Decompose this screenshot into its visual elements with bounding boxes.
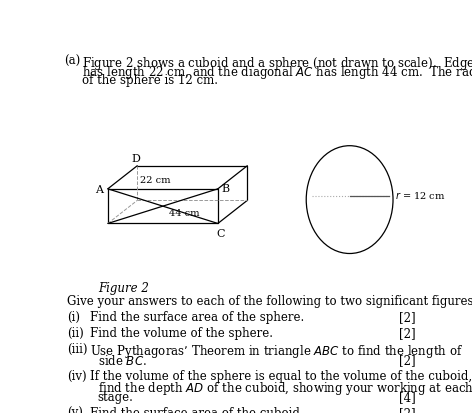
Text: $r$ = 12 cm: $r$ = 12 cm xyxy=(396,189,446,200)
Text: 22 cm: 22 cm xyxy=(140,176,170,185)
Text: If the volume of the sphere is equal to the volume of the cuboid,: If the volume of the sphere is equal to … xyxy=(90,369,472,382)
Text: A: A xyxy=(95,184,103,195)
Text: Use Pythagoras’ Theorem in triangle $ABC$ to find the length of: Use Pythagoras’ Theorem in triangle $ABC… xyxy=(90,342,463,360)
Text: stage.: stage. xyxy=(98,390,134,403)
Text: D: D xyxy=(131,153,140,163)
Text: [2]: [2] xyxy=(399,311,415,323)
Text: side $BC$.: side $BC$. xyxy=(98,353,147,367)
Text: Figure 2 shows a cuboid and a sphere (not drawn to scale).  Edge $AB$: Figure 2 shows a cuboid and a sphere (no… xyxy=(82,55,472,72)
Text: B: B xyxy=(221,184,229,194)
Text: find the depth $AD$ of the cuboid, showing your working at each: find the depth $AD$ of the cuboid, showi… xyxy=(98,380,472,396)
Text: C: C xyxy=(217,228,225,239)
Text: (i): (i) xyxy=(67,311,80,323)
Text: [2]: [2] xyxy=(399,406,415,413)
Text: of the sphere is 12 cm.: of the sphere is 12 cm. xyxy=(82,74,218,86)
Text: (a): (a) xyxy=(64,55,80,68)
Text: (v): (v) xyxy=(67,406,83,413)
Text: 44 cm: 44 cm xyxy=(169,208,200,217)
Text: (ii): (ii) xyxy=(67,327,84,339)
Text: Give your answers to each of the following to two significant figures.: Give your answers to each of the followi… xyxy=(67,294,472,307)
Text: has length 22 cm, and the diagonal $AC$ has length 44 cm.  The radius $r$: has length 22 cm, and the diagonal $AC$ … xyxy=(82,64,472,81)
Text: [2]: [2] xyxy=(399,327,415,339)
Text: (iii): (iii) xyxy=(67,342,87,356)
Text: Find the surface area of the sphere.: Find the surface area of the sphere. xyxy=(90,311,304,323)
Text: (iv): (iv) xyxy=(67,369,86,382)
Text: Figure 2: Figure 2 xyxy=(98,282,149,294)
Text: Find the surface area of the cuboid.: Find the surface area of the cuboid. xyxy=(90,406,303,413)
Text: [4]: [4] xyxy=(399,390,415,403)
Text: [2]: [2] xyxy=(399,353,415,366)
Text: Find the volume of the sphere.: Find the volume of the sphere. xyxy=(90,327,273,339)
